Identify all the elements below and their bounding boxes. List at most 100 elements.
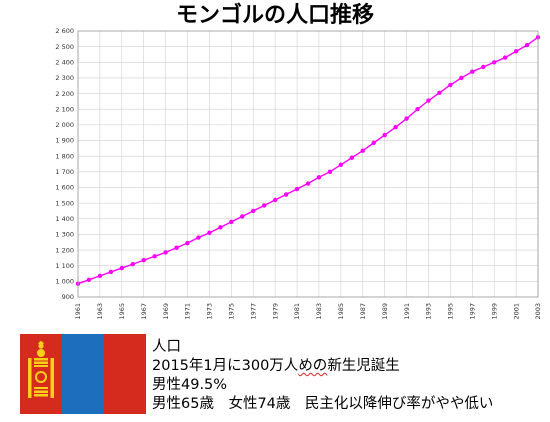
flag-right-red-band: [104, 334, 146, 414]
data-point: [470, 69, 475, 74]
data-point: [141, 258, 146, 263]
data-point: [207, 230, 212, 236]
info-line-1: 人口: [152, 339, 181, 355]
chart-title: モンゴルの人口推移: [175, 3, 374, 28]
data-point: [382, 132, 387, 138]
y-tick-label: 1 300: [55, 231, 74, 239]
info-line-3: 男性49.5%: [152, 377, 228, 393]
data-point: [130, 261, 135, 267]
data-point: [196, 235, 201, 240]
y-tick-label: 1 000: [55, 278, 74, 286]
info-line-2-end: 新生児誕生: [327, 358, 400, 374]
data-point: [86, 277, 92, 282]
y-tick-label: 2 300: [55, 74, 74, 82]
data-point: [513, 49, 519, 54]
y-tick-label: 1 200: [55, 246, 74, 254]
plot-frame: [77, 30, 539, 298]
data-point: [152, 254, 157, 259]
x-tick-label: 1989: [381, 303, 389, 320]
x-tick-label: 2001: [512, 303, 520, 320]
data-point: [283, 192, 289, 197]
data-point: [261, 203, 267, 208]
data-point: [481, 64, 486, 70]
data-point: [327, 169, 333, 175]
data-point: [360, 148, 365, 153]
x-tick-label: 1963: [96, 303, 104, 320]
data-point: [448, 82, 453, 88]
x-tick-label: 1995: [447, 303, 455, 320]
data-point: [119, 265, 125, 271]
y-tick-label: 1 900: [55, 137, 74, 145]
data-point: [163, 250, 168, 255]
y-tick-label: 2 600: [55, 27, 74, 35]
data-point: [502, 55, 508, 60]
data-point: [229, 219, 234, 225]
x-tick-label: 1979: [271, 303, 279, 320]
x-tick-label: 1971: [184, 303, 192, 320]
y-tick-label: 1 500: [55, 199, 74, 207]
x-tick-label: 1981: [293, 303, 301, 320]
x-tick-label: 1967: [140, 303, 148, 320]
x-axis-tick-labels: 1961 1963 1965 1967 1969 1971 1973 1975 1977 1979…: [74, 303, 542, 320]
data-point: [404, 116, 409, 121]
x-tick-label: 1987: [359, 303, 367, 320]
data-point: [294, 186, 300, 192]
series-line: [77, 36, 539, 285]
y-tick-label: 1 400: [55, 215, 74, 223]
x-tick-label: 1991: [403, 303, 411, 320]
y-tick-label: 2 400: [55, 58, 74, 66]
info-line-2: 2015年1月に300万人めの新生児誕生: [152, 357, 493, 376]
data-point: [218, 225, 223, 230]
population-line-chart: 900 1 000 1 100 1 200 1 300 1 400 1 500 1 600 1 …: [55, 27, 542, 320]
data-point: [185, 240, 190, 246]
data-point: [97, 273, 103, 279]
y-axis-tick-labels: 900 1 000 1 100 1 200 1 300 1 400 1 500 1 600 1 …: [55, 27, 74, 301]
y-tick-label: 900: [62, 293, 74, 301]
data-point: [524, 42, 530, 48]
data-point: [393, 125, 398, 130]
data-point: [272, 197, 278, 203]
flag-center-blue-band: [62, 334, 104, 414]
y-tick-label: 1 700: [55, 168, 74, 176]
y-tick-label: 1 800: [55, 152, 74, 160]
soyombo-yinyang-inner: [37, 373, 45, 381]
info-line-2-spellcheck-word: めの: [298, 358, 328, 374]
y-tick-label: 1 100: [55, 262, 74, 270]
y-tick-label: 2 500: [55, 43, 74, 51]
info-line-2-start: 2015年1月に300万人: [152, 358, 299, 374]
data-point: [240, 214, 245, 219]
x-tick-label: 1993: [425, 303, 433, 320]
y-tick-label: 2 000: [55, 121, 74, 129]
data-point: [338, 162, 344, 167]
x-tick-label: 1999: [490, 303, 498, 320]
x-tick-label: 1969: [162, 303, 170, 320]
y-tick-label: 2 200: [55, 90, 74, 98]
x-tick-label: 1965: [118, 303, 126, 320]
data-point: [371, 140, 376, 146]
x-tick-label: 1985: [337, 303, 345, 320]
data-point: [108, 269, 114, 275]
data-point: [305, 181, 311, 186]
data-point: [415, 107, 420, 112]
data-point: [349, 155, 355, 160]
data-point: [491, 60, 497, 65]
x-tick-label: 1975: [228, 303, 236, 320]
x-tick-label: 2003: [534, 303, 542, 320]
data-point: [437, 90, 442, 96]
x-tick-label: 1973: [206, 303, 214, 320]
x-tick-label: 1997: [468, 303, 476, 320]
y-tick-label: 2 100: [55, 105, 74, 113]
x-tick-label: 1961: [74, 303, 82, 320]
info-text-block: 人口 2015年1月に300万人めの新生児誕生 男性49.5% 男性65歳 女性…: [152, 338, 493, 414]
chart-grid: [77, 30, 539, 298]
info-line-4: 男性65歳 女性74歳 民主化以降伸び率がやや低い: [152, 396, 494, 412]
data-point: [426, 98, 431, 103]
x-tick-label: 1977: [249, 303, 257, 320]
data-point: [316, 175, 322, 180]
series-layer: [75, 35, 541, 286]
data-point: [459, 75, 464, 81]
data-point: [174, 245, 179, 250]
data-point: [251, 208, 256, 214]
x-tick-label: 1983: [315, 303, 323, 320]
mongolia-flag: [20, 334, 146, 414]
